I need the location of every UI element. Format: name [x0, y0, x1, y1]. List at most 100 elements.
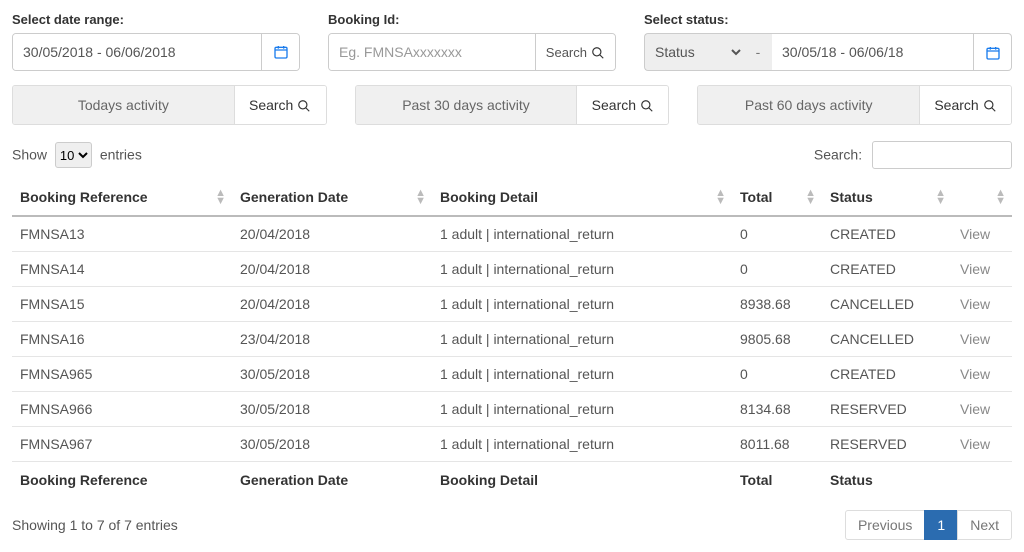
table-row: FMNSA1520/04/20181 adult | international…	[12, 287, 1012, 322]
quick-today-search[interactable]: Search	[234, 86, 326, 124]
sort-icon: ▲▼	[215, 189, 226, 205]
cell-gen: 20/04/2018	[232, 287, 432, 322]
foot-detail: Booking Detail	[432, 462, 732, 499]
cell-gen: 30/05/2018	[232, 392, 432, 427]
foot-gen: Generation Date	[232, 462, 432, 499]
search-icon	[297, 97, 311, 113]
quick-30days-label: Past 30 days activity	[356, 86, 577, 124]
cell-total: 9805.68	[732, 322, 822, 357]
table-row: FMNSA1320/04/20181 adult | international…	[12, 216, 1012, 252]
filter-status: Select status: Status -	[644, 12, 1012, 71]
cell-gen: 23/04/2018	[232, 322, 432, 357]
cell-status: CANCELLED	[822, 322, 952, 357]
view-link[interactable]: View	[952, 216, 1012, 252]
quick-30days: Past 30 days activity Search	[355, 85, 670, 125]
search-icon	[640, 97, 654, 113]
col-status[interactable]: Status▲▼	[822, 179, 952, 216]
cell-total: 0	[732, 252, 822, 287]
cell-detail: 1 adult | international_return	[432, 427, 732, 462]
page-size-select[interactable]: 10	[55, 142, 92, 168]
table-row: FMNSA96730/05/20181 adult | internationa…	[12, 427, 1012, 462]
cell-status: RESERVED	[822, 427, 952, 462]
pagination: Previous 1 Next	[846, 510, 1012, 540]
sort-icon: ▲▼	[935, 189, 946, 205]
table-search-input[interactable]	[872, 141, 1012, 169]
quick-60days-label: Past 60 days activity	[698, 86, 919, 124]
view-link[interactable]: View	[952, 287, 1012, 322]
col-detail[interactable]: Booking Detail▲▼	[432, 179, 732, 216]
cell-ref: FMNSA966	[12, 392, 232, 427]
calendar-icon	[985, 43, 1001, 60]
cell-gen: 30/05/2018	[232, 357, 432, 392]
table-search-label: Search:	[814, 147, 862, 163]
view-link[interactable]: View	[952, 357, 1012, 392]
col-total[interactable]: Total▲▼	[732, 179, 822, 216]
foot-status: Status	[822, 462, 952, 499]
date-range-input[interactable]	[13, 34, 261, 70]
cell-status: CANCELLED	[822, 287, 952, 322]
date-range-calendar-button[interactable]	[261, 34, 299, 70]
bookings-table: Booking Reference▲▼ Generation Date▲▼ Bo…	[12, 179, 1012, 498]
cell-ref: FMNSA965	[12, 357, 232, 392]
cell-gen: 30/05/2018	[232, 427, 432, 462]
cell-ref: FMNSA16	[12, 322, 232, 357]
cell-ref: FMNSA967	[12, 427, 232, 462]
cell-detail: 1 adult | international_return	[432, 357, 732, 392]
quick-today-label: Todays activity	[13, 86, 234, 124]
cell-detail: 1 adult | international_return	[432, 287, 732, 322]
cell-status: CREATED	[822, 252, 952, 287]
cell-status: RESERVED	[822, 392, 952, 427]
search-icon	[983, 97, 997, 113]
search-icon	[591, 44, 605, 60]
foot-total: Total	[732, 462, 822, 499]
cell-gen: 20/04/2018	[232, 216, 432, 252]
col-ref[interactable]: Booking Reference▲▼	[12, 179, 232, 216]
booking-id-label: Booking Id:	[328, 12, 616, 27]
cell-detail: 1 adult | international_return	[432, 392, 732, 427]
status-dash: -	[744, 33, 772, 71]
cell-total: 8134.68	[732, 392, 822, 427]
cell-status: CREATED	[822, 216, 952, 252]
sort-icon: ▲▼	[805, 189, 816, 205]
foot-ref: Booking Reference	[12, 462, 232, 499]
cell-detail: 1 adult | international_return	[432, 216, 732, 252]
booking-id-search-button[interactable]: Search	[535, 34, 615, 70]
booking-id-input[interactable]	[329, 34, 535, 70]
cell-total: 8011.68	[732, 427, 822, 462]
cell-ref: FMNSA15	[12, 287, 232, 322]
entries-selector: Show 10 entries	[12, 142, 142, 168]
calendar-icon	[273, 44, 289, 61]
quick-today: Todays activity Search	[12, 85, 327, 125]
cell-status: CREATED	[822, 357, 952, 392]
quick-60days: Past 60 days activity Search	[697, 85, 1012, 125]
view-link[interactable]: View	[952, 252, 1012, 287]
quick-30days-search[interactable]: Search	[576, 86, 668, 124]
status-select[interactable]: Status	[645, 34, 744, 70]
date-range-label: Select date range:	[12, 12, 300, 27]
status-calendar-button[interactable]	[974, 33, 1012, 71]
cell-ref: FMNSA14	[12, 252, 232, 287]
cell-total: 8938.68	[732, 287, 822, 322]
cell-detail: 1 adult | international_return	[432, 252, 732, 287]
cell-total: 0	[732, 216, 822, 252]
cell-total: 0	[732, 357, 822, 392]
pager-next[interactable]: Next	[957, 510, 1012, 540]
cell-ref: FMNSA13	[12, 216, 232, 252]
table-row: FMNSA96530/05/20181 adult | internationa…	[12, 357, 1012, 392]
pager-page-1[interactable]: 1	[924, 510, 958, 540]
col-action[interactable]: ▲▼	[952, 179, 1012, 216]
col-gen[interactable]: Generation Date▲▼	[232, 179, 432, 216]
table-search: Search:	[814, 141, 1012, 169]
table-row: FMNSA96630/05/20181 adult | internationa…	[12, 392, 1012, 427]
view-link[interactable]: View	[952, 427, 1012, 462]
table-row: FMNSA1623/04/20181 adult | international…	[12, 322, 1012, 357]
table-info: Showing 1 to 7 of 7 entries	[12, 517, 178, 533]
filter-date-range: Select date range:	[12, 12, 300, 71]
pager-prev[interactable]: Previous	[845, 510, 925, 540]
quick-60days-search[interactable]: Search	[919, 86, 1011, 124]
status-date-input[interactable]	[772, 33, 974, 71]
view-link[interactable]: View	[952, 322, 1012, 357]
view-link[interactable]: View	[952, 392, 1012, 427]
sort-icon: ▲▼	[995, 189, 1006, 205]
cell-gen: 20/04/2018	[232, 252, 432, 287]
